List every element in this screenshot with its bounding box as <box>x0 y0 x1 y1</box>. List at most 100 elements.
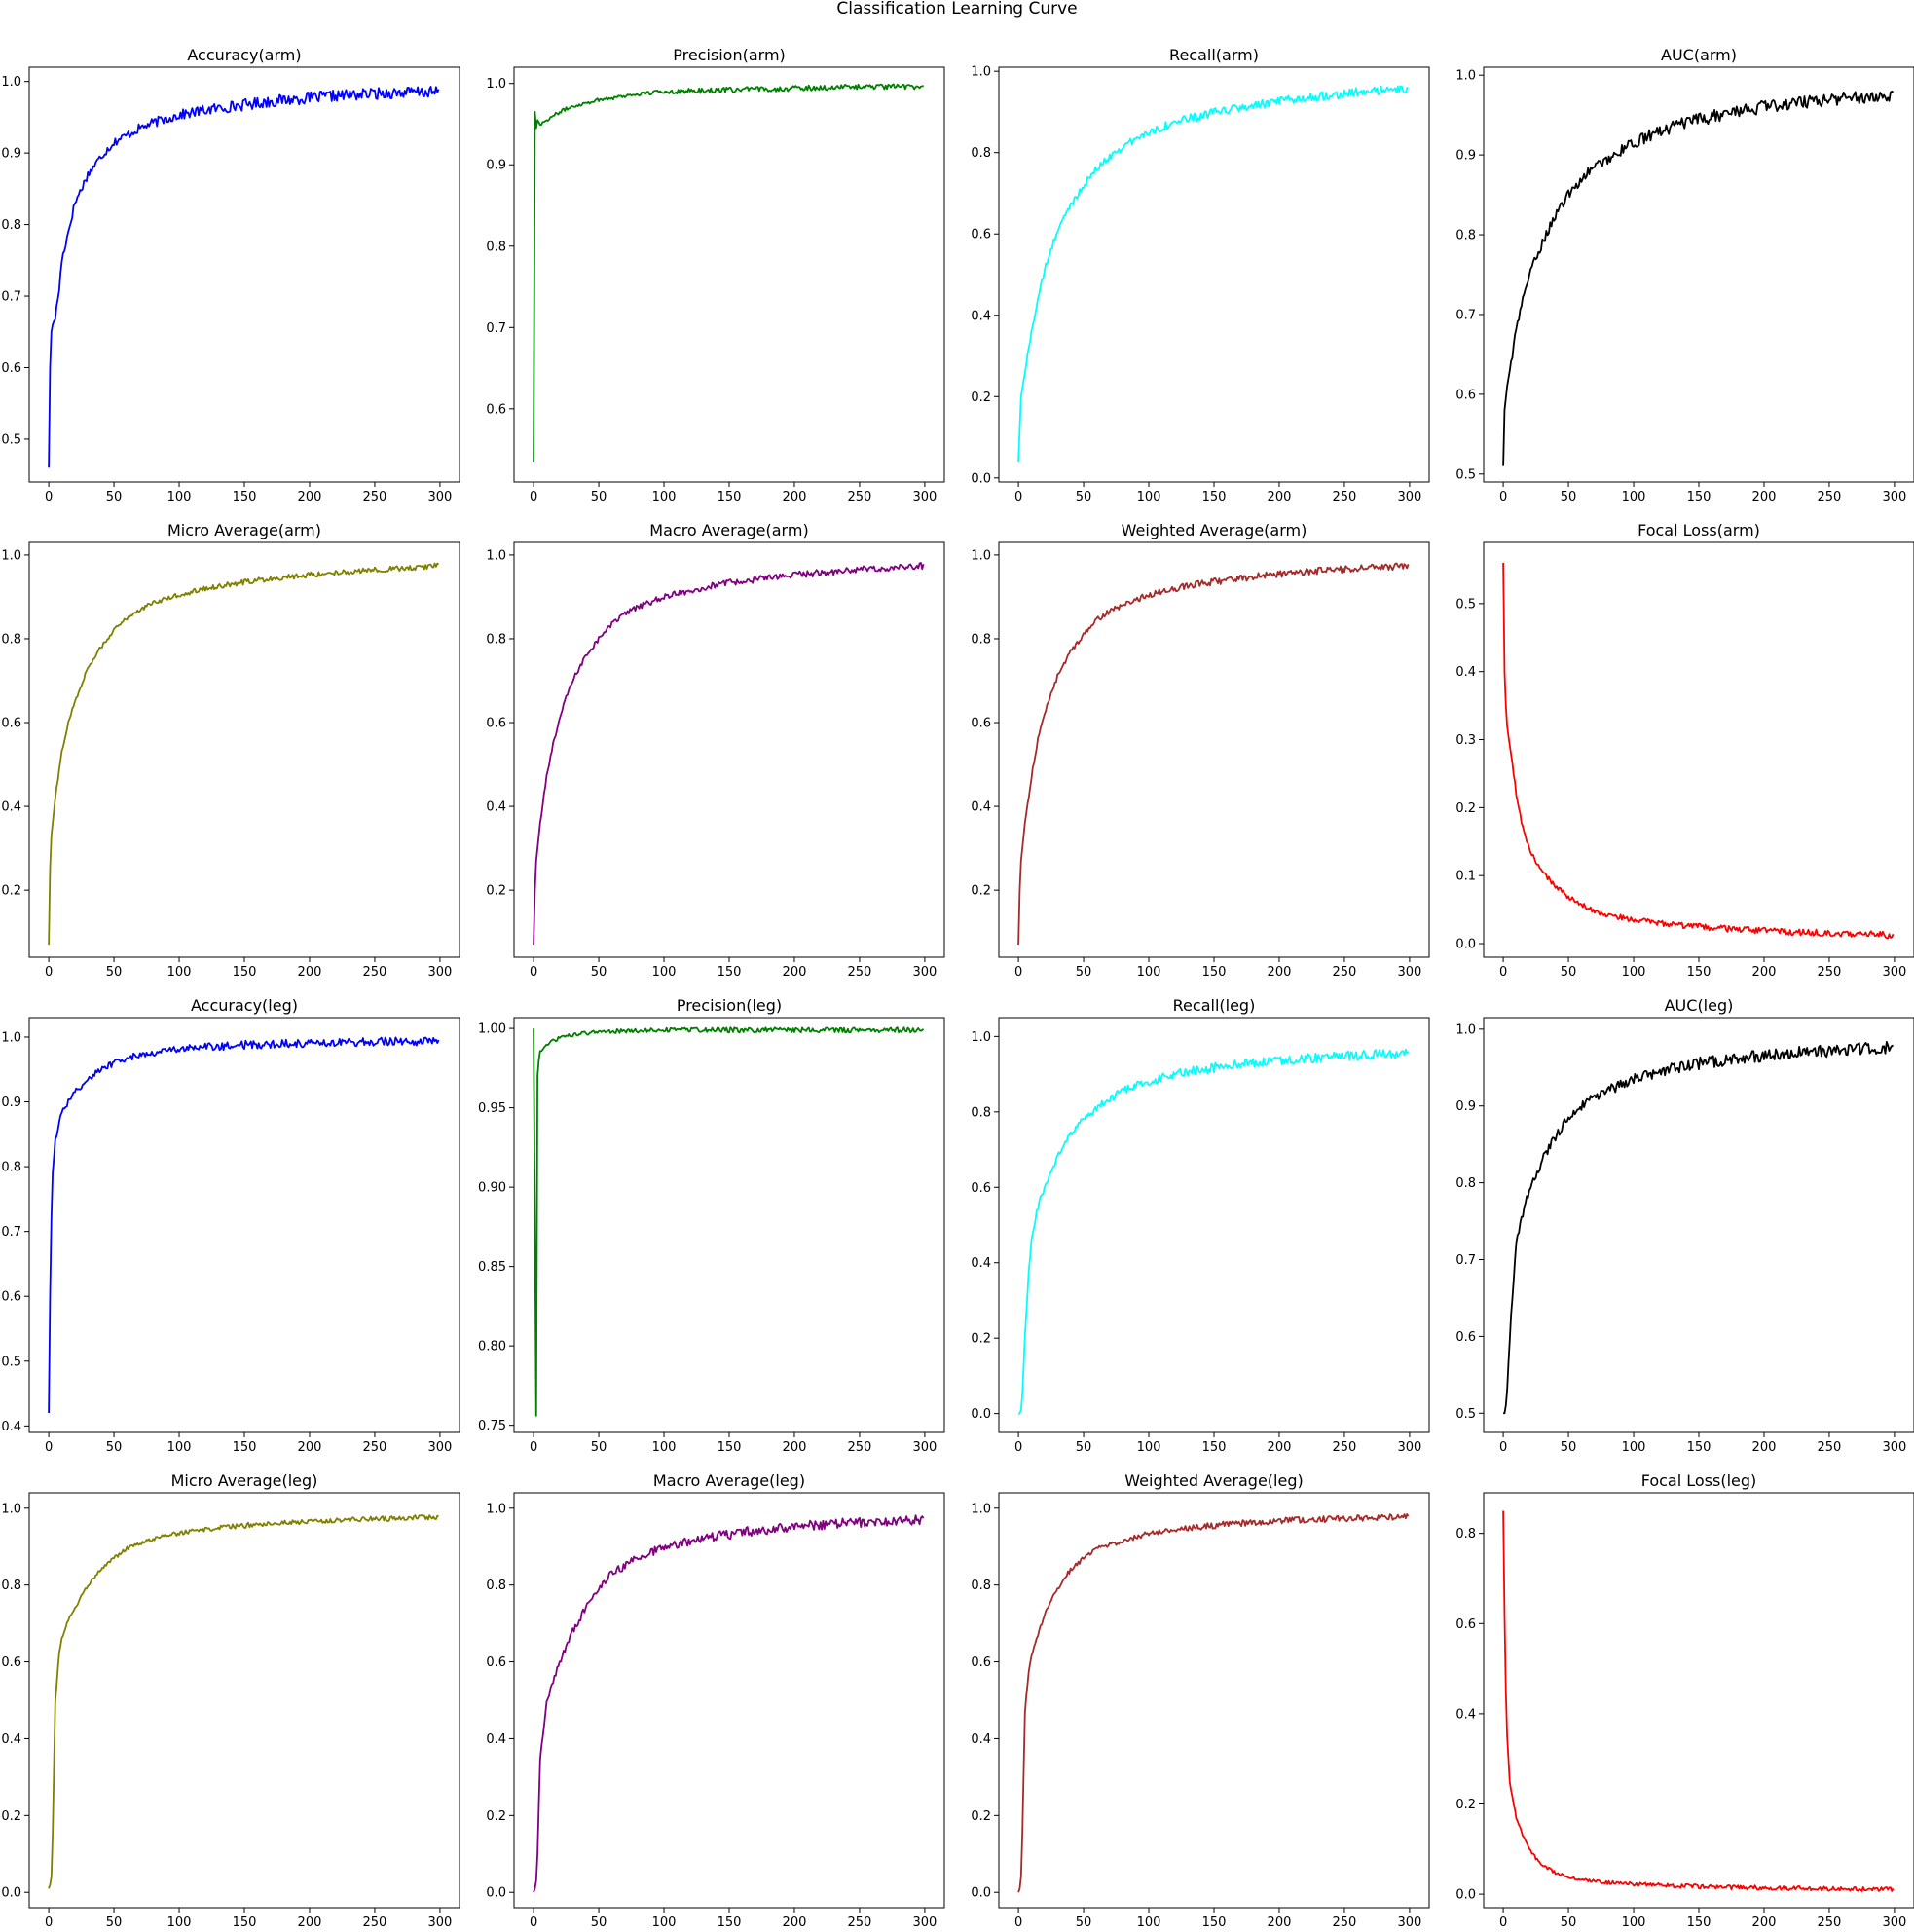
y-tick-label: 0.4 <box>1 1420 21 1434</box>
x-tick-label: 0 <box>45 490 53 504</box>
x-tick-label: 250 <box>1818 1915 1842 1930</box>
x-tick-label: 50 <box>1076 490 1092 504</box>
series-line <box>48 86 440 468</box>
series-line <box>533 562 925 946</box>
subplot-16: Focal Loss(leg) 0 50 100 150 200 250 300 0.0 0.2 0… <box>1455 1471 1914 1930</box>
x-tick-label: 150 <box>718 1440 742 1455</box>
subplot-title: Weighted Average(leg) <box>1124 1471 1303 1490</box>
x-tick-label: 250 <box>1818 490 1842 504</box>
series-line <box>1502 1510 1895 1892</box>
y-tick-label: 0.8 <box>1455 229 1476 243</box>
y-tick-label: 0.8 <box>486 240 506 254</box>
x-tick-label: 200 <box>298 490 322 504</box>
x-tick-label: 100 <box>652 1915 677 1930</box>
subplot-15: Weighted Average(leg) 0 50 100 150 200 250 300 0… <box>971 1471 1430 1930</box>
y-tick-label: 0.9 <box>1455 149 1476 164</box>
x-tick-label: 200 <box>783 490 807 504</box>
x-tick-label: 50 <box>1076 1440 1092 1455</box>
x-tick-label: 150 <box>233 1440 257 1455</box>
y-tick-label: 0.5 <box>1455 467 1476 482</box>
y-tick-label: 0.8 <box>486 632 506 647</box>
axes-frame <box>998 66 1430 483</box>
subplot-title: AUC(leg) <box>1665 996 1734 1015</box>
x-tick-label: 0 <box>45 1915 53 1930</box>
x-tick-label: 300 <box>912 490 937 504</box>
y-tick-label: 0.7 <box>1455 308 1476 322</box>
y-tick-label: 0.0 <box>971 1886 991 1901</box>
axes-frame <box>513 66 945 483</box>
series-line <box>1018 1048 1410 1415</box>
y-tick-label: 0.4 <box>971 1732 991 1747</box>
x-tick-label: 0 <box>1499 1440 1507 1455</box>
subplot-title: Focal Loss(arm) <box>1638 521 1760 539</box>
subplot-12: AUC(leg) 0 50 100 150 200 250 300 0.5 0.6 0.7 0.8 0.… <box>1455 996 1914 1455</box>
x-tick-label: 300 <box>1397 490 1421 504</box>
y-tick-label: 0.80 <box>478 1340 506 1355</box>
y-tick-label: 0.2 <box>971 884 991 899</box>
y-tick-label: 0.2 <box>971 1809 991 1824</box>
y-tick-label: 0.0 <box>1455 938 1476 952</box>
y-tick-label: 1.0 <box>1 75 21 90</box>
subplot-3: Recall(arm) 0 50 100 150 200 250 300 0.0 0.2 0.4 0.… <box>971 46 1430 504</box>
x-tick-label: 0 <box>45 965 53 980</box>
y-tick-label: 0.0 <box>971 1407 991 1422</box>
subplot-5: Micro Average(arm) 0 50 100 150 200 250 300 0.2 0… <box>1 521 460 980</box>
subplot-title: Precision(arm) <box>673 46 786 64</box>
x-tick-label: 300 <box>427 490 452 504</box>
y-tick-label: 0.95 <box>478 1101 506 1116</box>
x-tick-label: 150 <box>1687 490 1712 504</box>
y-tick-label: 0.1 <box>1455 870 1476 884</box>
x-tick-label: 50 <box>591 965 607 980</box>
x-tick-label: 100 <box>167 490 192 504</box>
subplot-title: Weighted Average(arm) <box>1122 521 1307 539</box>
subplot-title: Focal Loss(leg) <box>1641 1471 1757 1490</box>
x-tick-label: 150 <box>1687 1440 1712 1455</box>
x-tick-label: 200 <box>783 1440 807 1455</box>
subplot-14: Macro Average(leg) 0 50 100 150 200 250 300 0.0 0… <box>486 1471 945 1930</box>
subplot-6: Macro Average(arm) 0 50 100 150 200 250 300 0.2 0… <box>486 521 945 980</box>
y-tick-label: 1.0 <box>486 548 506 563</box>
x-tick-label: 50 <box>1561 965 1577 980</box>
x-tick-label: 50 <box>106 1915 123 1930</box>
subplot-7: Weighted Average(arm) 0 50 100 150 200 250 300 0… <box>971 521 1430 980</box>
y-tick-label: 0.8 <box>971 632 991 647</box>
subplot-11: Recall(leg) 0 50 100 150 200 250 300 0.0 0.2 0.4 0.… <box>971 996 1430 1455</box>
y-tick-label: 0.9 <box>1 1096 21 1110</box>
series-line <box>533 83 925 463</box>
axes-frame <box>28 66 460 483</box>
x-tick-label: 250 <box>363 490 387 504</box>
y-tick-label: 1.0 <box>1 1030 21 1045</box>
y-tick-label: 0.6 <box>486 1655 506 1670</box>
y-tick-label: 0.4 <box>971 309 991 323</box>
x-tick-label: 300 <box>912 965 937 980</box>
x-tick-label: 150 <box>718 965 742 980</box>
x-tick-label: 300 <box>1397 965 1421 980</box>
x-tick-label: 0 <box>530 965 537 980</box>
x-tick-label: 50 <box>1076 965 1092 980</box>
y-tick-label: 0.4 <box>1455 1707 1476 1722</box>
x-tick-label: 250 <box>1333 490 1357 504</box>
x-tick-label: 300 <box>1882 1915 1906 1930</box>
y-tick-label: 0.2 <box>1455 1798 1476 1812</box>
x-tick-label: 300 <box>427 1440 452 1455</box>
x-tick-label: 100 <box>1622 1440 1646 1455</box>
x-tick-label: 300 <box>1882 965 1906 980</box>
y-tick-label: 0.5 <box>1455 1407 1476 1422</box>
axes-frame <box>513 1492 945 1909</box>
x-tick-label: 100 <box>1137 965 1161 980</box>
axes-frame <box>513 541 945 958</box>
x-tick-label: 100 <box>167 965 192 980</box>
subplot-10: Precision(leg) 0 50 100 150 200 250 300 0.75 0.80… <box>478 996 945 1455</box>
y-tick-label: 0.6 <box>1455 1330 1476 1345</box>
x-tick-label: 50 <box>1561 490 1577 504</box>
series-line <box>533 1026 925 1417</box>
x-tick-label: 0 <box>1499 1915 1507 1930</box>
y-tick-label: 0.2 <box>971 390 991 405</box>
x-tick-label: 250 <box>1818 965 1842 980</box>
x-tick-label: 200 <box>1268 1915 1292 1930</box>
x-tick-label: 150 <box>1687 965 1712 980</box>
axes-frame <box>28 1492 460 1909</box>
y-tick-label: 0.7 <box>1 1225 21 1240</box>
x-tick-label: 100 <box>652 1440 677 1455</box>
x-tick-label: 100 <box>1622 1915 1646 1930</box>
